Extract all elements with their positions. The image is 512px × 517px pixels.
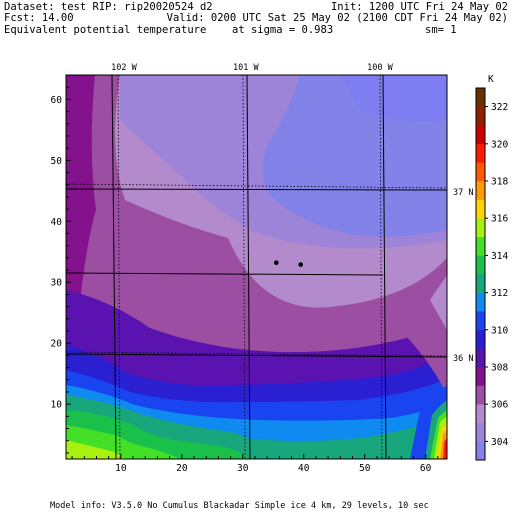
colorbar-level-label: 306 [491,400,508,411]
colorbar-swatch [476,218,485,238]
longitude-label-0: 102 W [111,63,137,73]
map-overlay [66,75,447,459]
lat-lon-gridline-3 [66,183,447,189]
valid-label: Valid: 0200 UTC Sat 25 May 02 (2100 CDT … [167,12,508,24]
colorbar-swatch [476,292,485,312]
colorbar-swatch [476,199,485,219]
colorbar-level-label: 308 [491,363,508,374]
y-tick-label: 60 [51,95,63,106]
colorbar-swatch [476,329,485,349]
colorbar-swatch [476,125,485,145]
y-tick-label: 10 [51,400,63,411]
band-306-east [430,275,447,330]
x-tick-label: 50 [359,463,371,474]
init-label: Init: 1200 UTC Fri 24 May 02 [331,1,508,13]
x-tick-label: 20 [176,463,188,474]
y-tick-label: 50 [51,156,63,167]
station-point-1 [298,262,303,267]
colorbar-swatch [476,404,485,424]
colorbar-swatch [476,181,485,200]
x-tick-label: 60 [420,463,432,474]
y-tick-label: 40 [51,217,63,228]
colorbar-level-label: 320 [491,139,508,150]
state-boundary-0 [111,75,117,459]
colorbar-swatch [476,348,485,368]
forecast-label: Fcst: 14.00 [4,12,74,24]
x-tick-label: 10 [115,463,127,474]
lat-lon-gridline-1 [242,75,246,459]
smoothing-label: sm= 1 [425,24,457,36]
colorbar-swatch [476,311,485,331]
band-307-east [400,300,447,395]
lat-lon-gridline-2 [379,75,383,459]
longitude-label-1: 101 W [233,63,259,73]
colorbar-level-label: 304 [491,437,508,448]
colorbar-swatch [476,162,485,182]
state-boundary-1 [246,75,251,459]
state-boundary-2 [382,75,387,459]
colorbar-unit-label: K [488,74,494,85]
latitude-label-0: 37 N [453,188,473,198]
state-boundary-5 [66,353,447,358]
band-320-se [443,438,447,459]
colorbar-level-label: 310 [491,325,508,336]
colorbar-swatch [476,143,485,163]
axes: 10 20 30 40 50 60 10 20 30 40 50 60 102 W 101 W 100 W 3… [51,63,474,474]
colorbar-swatch [476,274,485,293]
state-boundary-3 [66,188,447,191]
colorbar-frame [475,87,486,461]
colorbar-swatch [476,367,485,386]
colorbar-swatch [476,236,485,256]
model-info-label: Model info: V3.5.0 No Cumulus Blackadar … [50,501,429,511]
x-tick-label: 30 [237,463,249,474]
colorbar-swatch [476,385,485,405]
colorbar-level-label: 316 [491,214,508,225]
band-304-core [340,75,447,122]
colorbar-swatch [476,106,485,126]
lat-lon-gridline-0 [117,75,121,459]
band-316 [66,440,125,459]
colorbar-level-label: 314 [491,251,508,262]
y-tick-label: 30 [51,278,63,289]
state-boundary-4 [66,272,384,276]
colorbar-swatch [476,88,485,107]
colorbar-swatch [476,422,485,442]
colorbar-level-label: 312 [491,288,508,299]
colorbar-level-label: 322 [491,102,508,113]
colorbar: 304 306 308 310 312 314 316 318 320 322 [475,87,508,461]
field-label: Equivalent potential temperature [4,24,206,36]
lat-lon-gridline-4 [66,351,447,357]
y-tick-label: 20 [51,339,63,350]
latitude-label-1: 36 N [453,354,473,364]
x-tick-label: 40 [298,463,310,474]
sigma-label: at sigma = 0.983 [232,24,333,36]
plot-frame [65,74,448,460]
theta-e-field [66,75,447,459]
colorbar-swatch [476,441,485,461]
dataset-label: Dataset: test RIP: rip20020524 d2 [4,1,213,13]
station-point-0 [274,260,279,266]
colorbar-swatch [476,255,485,275]
colorbar-level-label: 318 [491,177,508,188]
longitude-label-2: 100 W [367,63,393,73]
